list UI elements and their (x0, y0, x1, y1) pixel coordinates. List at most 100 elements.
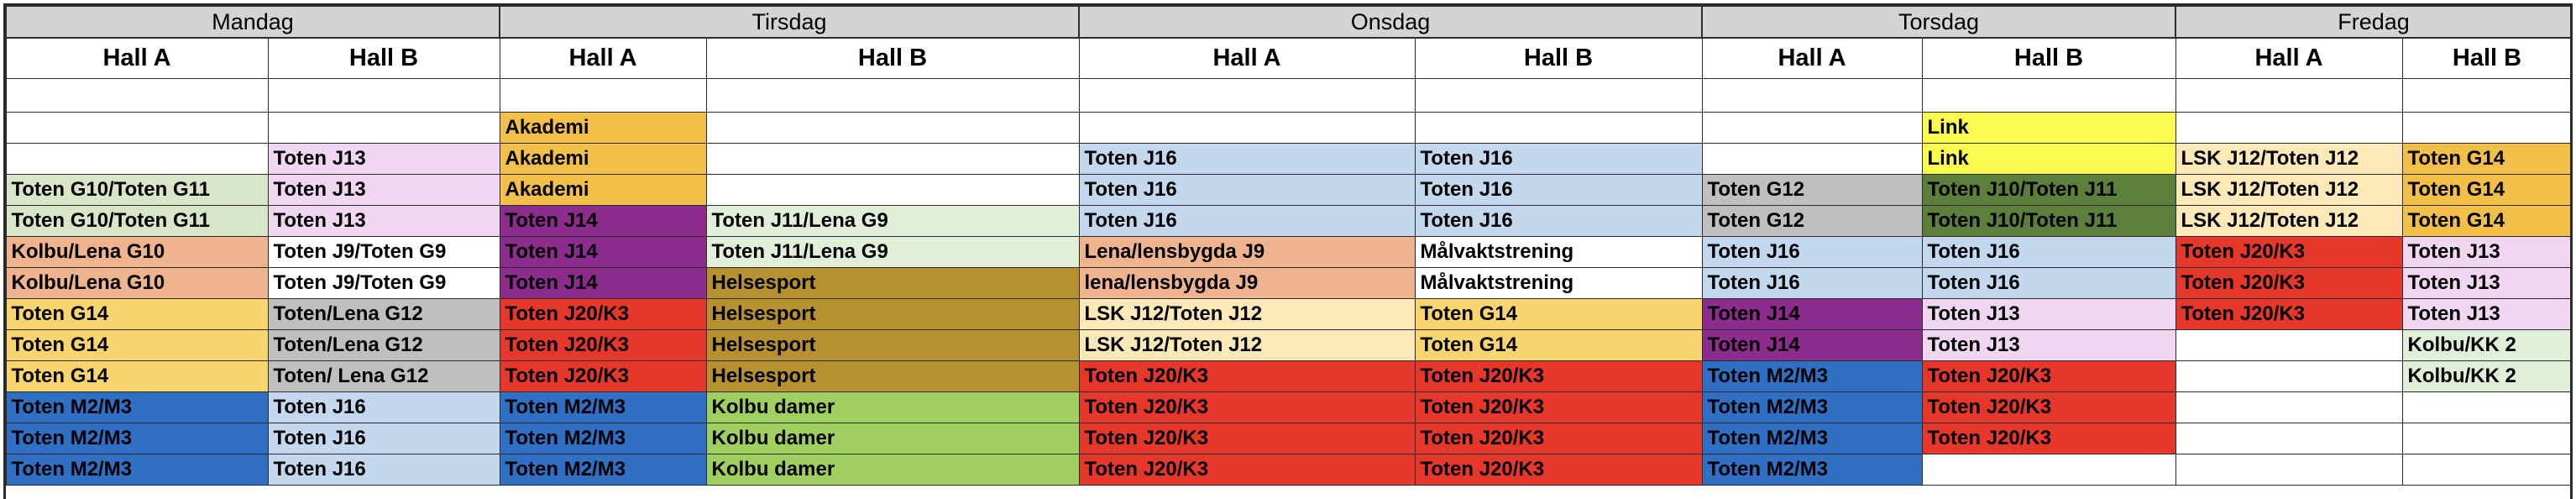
schedule-cell[interactable]: Toten J13 (1921, 297, 2176, 330)
schedule-cell[interactable]: Toten J20/K3 (1414, 360, 1703, 392)
hall-header-cell[interactable]: Hall A (2175, 37, 2403, 79)
schedule-cell[interactable]: Toten J20/K3 (2175, 235, 2403, 268)
schedule-cell[interactable] (499, 77, 707, 113)
day-header-fredag[interactable]: Fredag (2175, 5, 2573, 39)
schedule-cell[interactable]: Toten G14 (2401, 173, 2573, 206)
schedule-cell[interactable] (2401, 422, 2573, 454)
schedule-cell[interactable] (5, 111, 269, 144)
schedule-cell[interactable]: LSK J12/Toten J12 (1078, 297, 1416, 330)
schedule-cell[interactable]: Toten J16 (267, 422, 500, 454)
schedule-cell[interactable] (1921, 453, 2176, 486)
schedule-cell[interactable]: Helsesport (705, 266, 1080, 299)
schedule-cell[interactable]: Toten J16 (1414, 142, 1703, 175)
schedule-cell[interactable]: Toten J14 (1701, 328, 1923, 361)
schedule-cell[interactable]: Toten G14 (2401, 142, 2573, 175)
schedule-cell[interactable]: Toten J9/Toten G9 (267, 266, 500, 299)
schedule-cell[interactable] (1078, 111, 1416, 144)
schedule-cell[interactable] (5, 142, 269, 175)
hall-header-cell[interactable]: Hall B (267, 37, 500, 79)
schedule-cell[interactable]: Toten J20/K3 (1921, 422, 2176, 454)
schedule-cell[interactable]: Akademi (499, 111, 707, 144)
schedule-cell[interactable] (2175, 77, 2403, 113)
schedule-cell[interactable]: Toten J20/K3 (1414, 391, 1703, 423)
schedule-cell[interactable]: Toten J13 (267, 204, 500, 237)
schedule-cell[interactable]: Toten/Lena G12 (267, 297, 500, 330)
schedule-cell[interactable]: Toten J13 (267, 173, 500, 206)
schedule-cell[interactable] (2175, 111, 2403, 144)
schedule-cell[interactable] (1701, 142, 1923, 175)
schedule-cell[interactable]: Toten M2/M3 (5, 391, 269, 423)
hall-header-cell[interactable]: Hall A (1701, 37, 1923, 79)
hall-header-cell[interactable]: Hall B (1921, 37, 2176, 79)
day-header-torsdag[interactable]: Torsdag (1701, 5, 2176, 39)
schedule-cell[interactable] (1414, 111, 1703, 144)
schedule-cell[interactable] (267, 111, 500, 144)
schedule-cell[interactable]: Kolbu/Lena G10 (5, 235, 269, 268)
schedule-cell[interactable]: Toten J10/Toten J11 (1921, 173, 2176, 206)
hall-header-cell[interactable]: Hall B (1414, 37, 1703, 79)
schedule-cell[interactable]: Toten J16 (1414, 204, 1703, 237)
hall-header-cell[interactable]: Hall A (5, 37, 269, 79)
schedule-cell[interactable]: Toten J14 (1701, 297, 1923, 330)
schedule-cell[interactable]: LSK J12/Toten J12 (2175, 204, 2403, 237)
hall-header-cell[interactable]: Hall B (705, 37, 1080, 79)
schedule-cell[interactable]: Toten J16 (1921, 266, 2176, 299)
schedule-cell[interactable]: Toten J13 (2401, 235, 2573, 268)
schedule-cell[interactable]: Toten J20/K3 (1078, 391, 1416, 423)
schedule-cell[interactable]: Toten G14 (1414, 297, 1703, 330)
schedule-cell[interactable]: Helsesport (705, 328, 1080, 361)
schedule-cell[interactable]: Akademi (499, 173, 707, 206)
schedule-cell[interactable]: Toten J13 (2401, 297, 2573, 330)
schedule-cell[interactable]: Toten J20/K3 (499, 360, 707, 392)
schedule-cell[interactable]: Toten G10/Toten G11 (5, 173, 269, 206)
day-header-onsdag[interactable]: Onsdag (1078, 5, 1703, 39)
schedule-cell[interactable]: Akademi (499, 142, 707, 175)
schedule-cell[interactable]: Toten J16 (1701, 235, 1923, 268)
schedule-cell[interactable] (705, 173, 1080, 206)
schedule-cell[interactable] (2401, 111, 2573, 144)
schedule-cell[interactable]: Toten J10/Toten J11 (1921, 204, 2176, 237)
schedule-cell[interactable]: Toten J13 (1921, 328, 2176, 361)
schedule-cell[interactable]: Toten G12 (1701, 173, 1923, 206)
schedule-cell[interactable]: Helsesport (705, 360, 1080, 392)
schedule-cell[interactable] (1414, 77, 1703, 113)
schedule-cell[interactable]: Toten/ Lena G12 (267, 360, 500, 392)
hall-header-cell[interactable]: Hall B (2401, 37, 2573, 79)
schedule-cell[interactable]: Toten M2/M3 (499, 422, 707, 454)
schedule-cell[interactable] (1078, 77, 1416, 113)
schedule-cell[interactable]: Toten M2/M3 (5, 453, 269, 486)
schedule-cell[interactable]: Lena/lensbygda J9 (1078, 235, 1416, 268)
schedule-cell[interactable]: Toten J14 (499, 266, 707, 299)
schedule-cell[interactable]: LSK J12/Toten J12 (2175, 142, 2403, 175)
schedule-cell[interactable]: Toten J20/K3 (1921, 391, 2176, 423)
schedule-cell[interactable]: Toten J20/K3 (1078, 360, 1416, 392)
schedule-cell[interactable]: Toten G10/Toten G11 (5, 204, 269, 237)
schedule-cell[interactable]: Toten J20/K3 (2175, 297, 2403, 330)
schedule-cell[interactable]: LSK J12/Toten J12 (2175, 173, 2403, 206)
schedule-cell[interactable]: Toten J20/K3 (1078, 453, 1416, 486)
schedule-cell[interactable] (2175, 422, 2403, 454)
schedule-cell[interactable]: Toten J16 (1921, 235, 2176, 268)
schedule-cell[interactable]: Helsesport (705, 297, 1080, 330)
schedule-cell[interactable] (2175, 391, 2403, 423)
schedule-cell[interactable]: Toten J20/K3 (1414, 422, 1703, 454)
schedule-cell[interactable]: Toten G14 (1414, 328, 1703, 361)
schedule-cell[interactable]: Toten J14 (499, 204, 707, 237)
schedule-cell[interactable]: Toten J11/Lena G9 (705, 204, 1080, 237)
schedule-cell[interactable]: Toten G14 (5, 297, 269, 330)
schedule-cell[interactable]: Toten J20/K3 (499, 328, 707, 361)
schedule-cell[interactable] (2401, 77, 2573, 113)
schedule-cell[interactable]: Kolbu/KK 2 (2401, 328, 2573, 361)
hall-header-cell[interactable]: Hall A (1078, 37, 1416, 79)
schedule-cell[interactable] (705, 111, 1080, 144)
schedule-cell[interactable]: Toten J20/K3 (1078, 422, 1416, 454)
schedule-cell[interactable]: Toten M2/M3 (5, 422, 269, 454)
schedule-cell[interactable]: Kolbu damer (705, 391, 1080, 423)
schedule-cell[interactable]: Kolbu/KK 2 (2401, 360, 2573, 392)
schedule-cell[interactable]: Toten J16 (1414, 173, 1703, 206)
schedule-cell[interactable] (5, 77, 269, 113)
schedule-cell[interactable]: Toten M2/M3 (1701, 422, 1923, 454)
schedule-cell[interactable] (1701, 77, 1923, 113)
schedule-cell[interactable] (2175, 453, 2403, 486)
schedule-cell[interactable]: Toten G14 (5, 360, 269, 392)
